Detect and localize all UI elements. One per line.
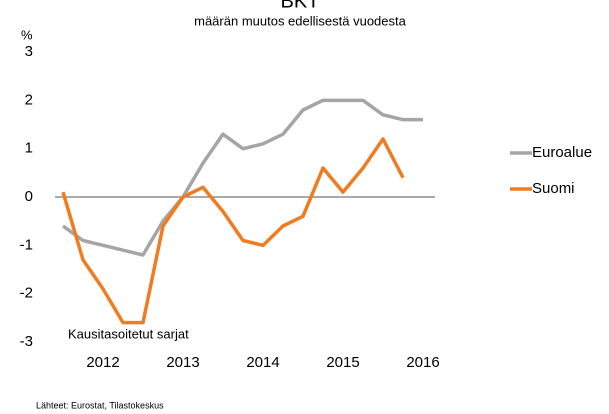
x-tick-label: 2012: [86, 354, 119, 371]
legend-label: Suomi: [532, 180, 575, 197]
y-tick-label: -1: [20, 236, 33, 253]
y-tick-label: 1: [25, 140, 33, 157]
y-axis-label: %: [21, 27, 33, 42]
y-tick-label: -3: [20, 333, 33, 350]
chart-subtitle: määrän muutos edellisestä vuodesta: [194, 13, 407, 28]
x-tick-label: 2015: [326, 354, 359, 371]
legend-label: Euroalue: [532, 144, 592, 161]
y-tick-label: 0: [25, 188, 33, 205]
y-tick-label: -2: [20, 285, 33, 302]
series-line: [61, 98, 423, 257]
source: Lähteet: Eurostat, Tilastokeskus: [36, 400, 164, 410]
y-tick-label: 3: [25, 43, 33, 60]
annotation: Kausitasoitetut sarjat: [68, 326, 189, 341]
chart-title: BKT: [281, 0, 320, 12]
series-line: [61, 137, 405, 325]
x-tick-label: 2016: [406, 354, 439, 371]
y-tick-label: 2: [25, 91, 33, 108]
x-tick-label: 2013: [166, 354, 199, 371]
x-tick-label: 2014: [246, 354, 279, 371]
